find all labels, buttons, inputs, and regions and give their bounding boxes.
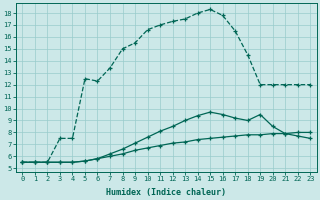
X-axis label: Humidex (Indice chaleur): Humidex (Indice chaleur)	[106, 188, 226, 197]
